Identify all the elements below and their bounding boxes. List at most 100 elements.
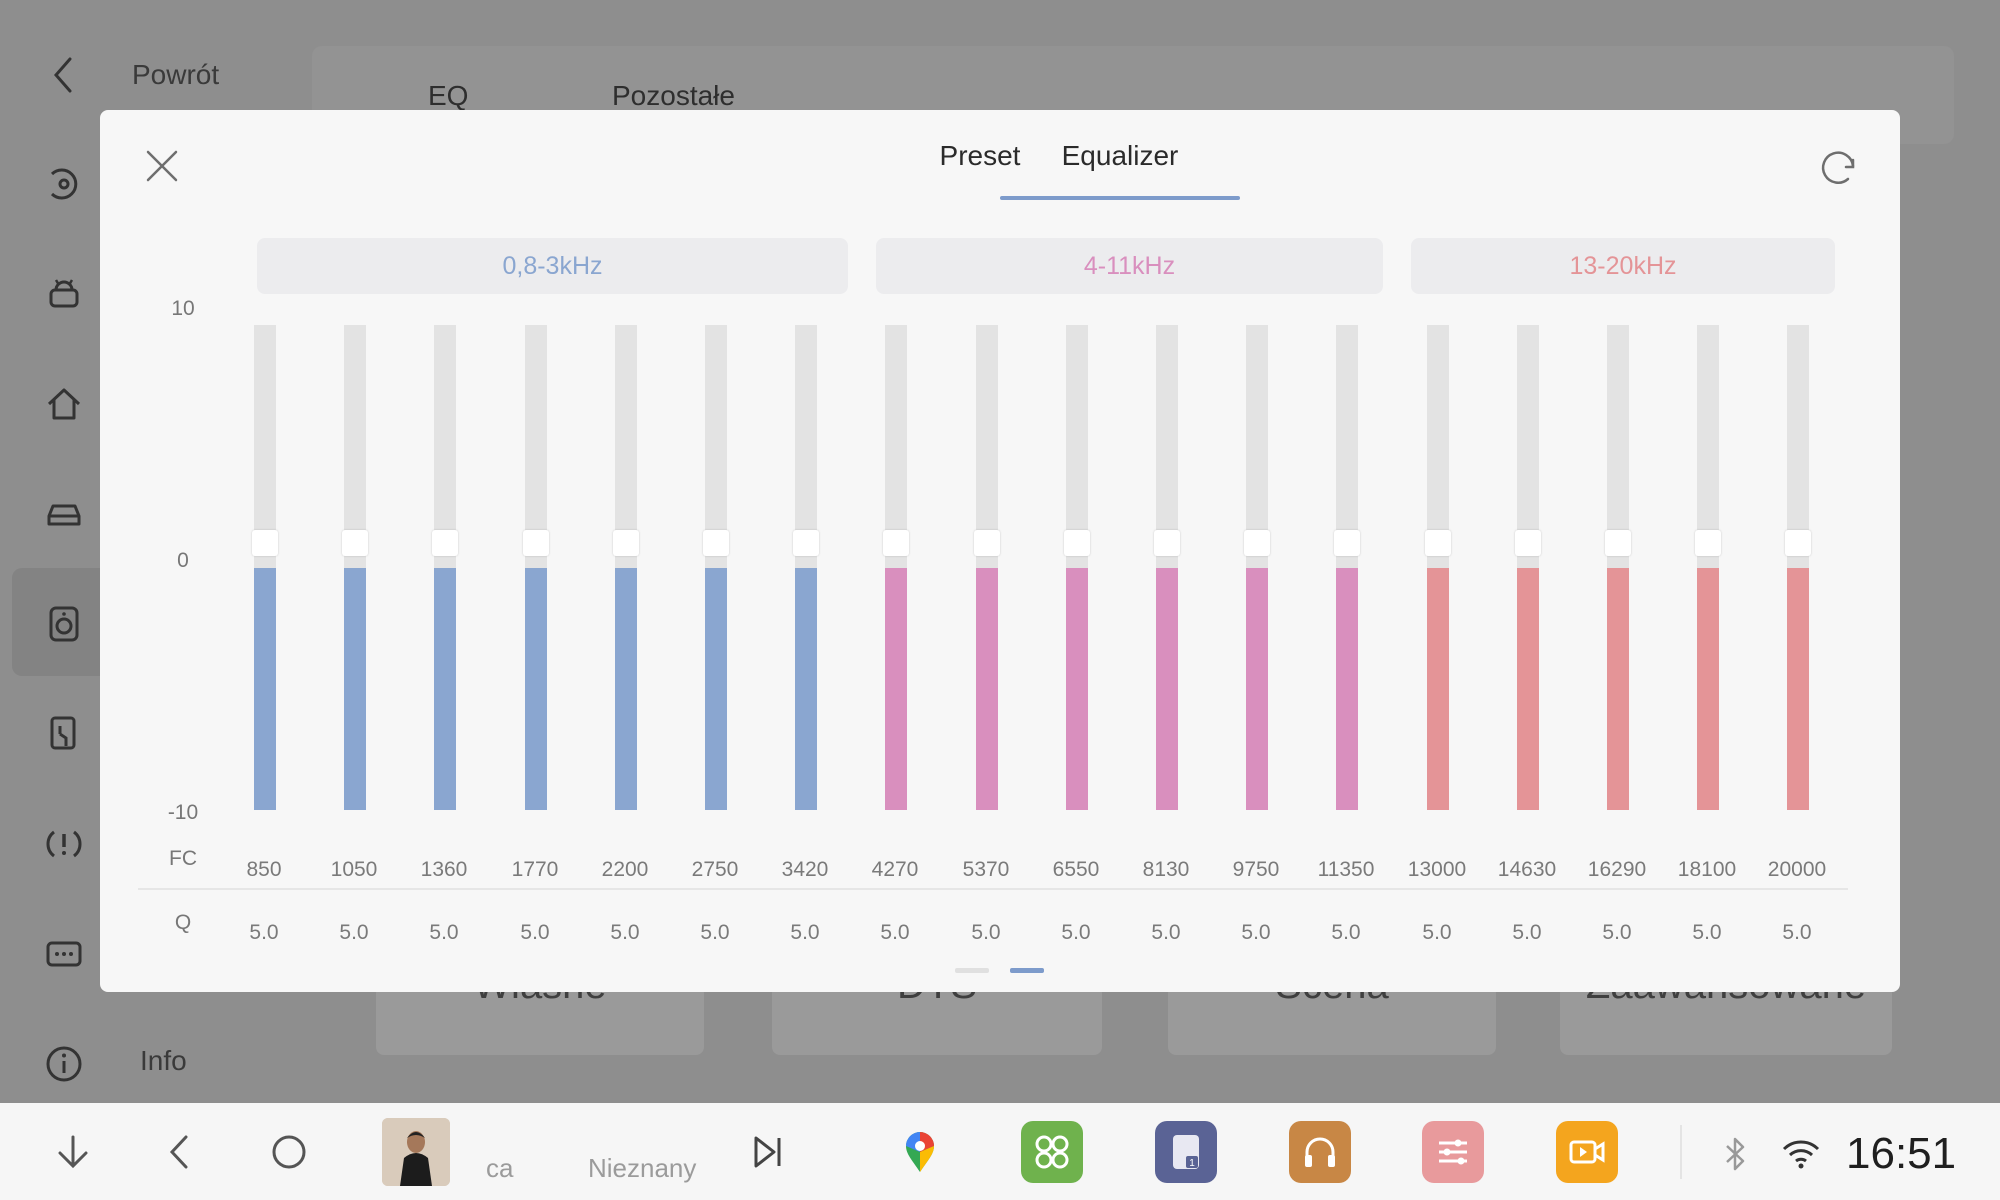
band-q-value[interactable]: 5.0: [1061, 921, 1091, 944]
band-frequency: 11350: [1317, 858, 1375, 881]
tab-other[interactable]: Pozostałe: [612, 80, 735, 111]
page-indicator-2[interactable]: [1010, 968, 1044, 973]
band-q-value[interactable]: 5.0: [339, 921, 369, 944]
slider-handle[interactable]: [703, 529, 729, 556]
android-icon: [49, 279, 79, 308]
fc-row-label: FC: [169, 847, 197, 870]
sidebar-item-android[interactable]: [36, 266, 92, 322]
tab-equalizer[interactable]: Equalizer: [1061, 140, 1179, 171]
band-q-value[interactable]: 5.0: [790, 921, 820, 944]
band-q-value[interactable]: 5.0: [520, 921, 550, 944]
slider-handle[interactable]: [1154, 529, 1180, 556]
band-q-value[interactable]: 5.0: [1422, 921, 1452, 944]
sidebar-item-warning[interactable]: [36, 816, 92, 872]
preset-card-scene[interactable]: Scena: [1168, 985, 1496, 1055]
back-label: Powrót: [132, 59, 220, 90]
collapse-button[interactable]: [48, 1127, 98, 1177]
sim-icon: 1: [1173, 1135, 1199, 1169]
apps-grid-icon[interactable]: [1021, 1121, 1083, 1183]
tab-preset[interactable]: Preset: [939, 140, 1021, 171]
album-art[interactable]: [382, 1118, 450, 1186]
more-icon: [46, 941, 82, 967]
slider-fill: [344, 567, 366, 810]
slider-fill: [254, 567, 276, 810]
sidebar-item-touch[interactable]: [36, 706, 92, 762]
bluetooth-icon[interactable]: [1714, 1133, 1756, 1175]
slider-handle[interactable]: [1785, 529, 1811, 556]
sidebar-item-info[interactable]: [36, 1036, 92, 1092]
reset-button[interactable]: [1820, 146, 1860, 186]
sidebar-info-label: Info: [140, 1045, 187, 1076]
band-q-value[interactable]: 5.0: [610, 921, 640, 944]
band-frequency: 4270: [871, 858, 919, 881]
slider-handle[interactable]: [1695, 529, 1721, 556]
wifi-icon[interactable]: [1780, 1133, 1822, 1175]
skip-next-icon: [754, 1136, 781, 1168]
sim-card-icon[interactable]: 1: [1155, 1121, 1217, 1183]
band-q-value[interactable]: 5.0: [1151, 921, 1181, 944]
slider-fill: [885, 567, 907, 810]
preset-card-custom[interactable]: Własne: [376, 985, 704, 1055]
slider-handle[interactable]: [883, 529, 909, 556]
band-q-value[interactable]: 5.0: [1602, 921, 1632, 944]
slider-handle[interactable]: [1244, 529, 1270, 556]
slider-handle[interactable]: [1334, 529, 1360, 556]
sidebar-item-home[interactable]: [36, 376, 92, 432]
close-button[interactable]: [140, 144, 184, 188]
band-q-value[interactable]: 5.0: [1512, 921, 1542, 944]
slider-handle[interactable]: [523, 529, 549, 556]
slider-handle[interactable]: [793, 529, 819, 556]
circle-home-icon: [272, 1135, 306, 1169]
slider-handle[interactable]: [432, 529, 458, 556]
band-q-value[interactable]: 5.0: [971, 921, 1001, 944]
slider-fill: [1517, 567, 1539, 810]
band-frequency: 1050: [330, 858, 378, 881]
sidebar-item-car[interactable]: [36, 486, 92, 542]
band-frequency: 850: [246, 858, 282, 881]
nav-back-button[interactable]: [155, 1127, 205, 1177]
slider-handle[interactable]: [1425, 529, 1451, 556]
video-icon[interactable]: [1556, 1121, 1618, 1183]
band-q-value[interactable]: 5.0: [700, 921, 730, 944]
music-icon[interactable]: [1289, 1121, 1351, 1183]
slider-fill: [1607, 567, 1629, 810]
axis-max-label: 10: [171, 297, 195, 320]
band-q-value[interactable]: 5.0: [249, 921, 279, 944]
page-indicator-1[interactable]: [955, 968, 989, 973]
close-icon: [146, 150, 178, 182]
band-q-value[interactable]: 5.0: [880, 921, 910, 944]
media-title: Nieznany: [588, 1153, 697, 1183]
slider-handle[interactable]: [613, 529, 639, 556]
band-q-value[interactable]: 5.0: [1692, 921, 1722, 944]
band-frequency: 9750: [1232, 858, 1280, 881]
slider-handle[interactable]: [342, 529, 368, 556]
band-q-value[interactable]: 5.0: [1331, 921, 1361, 944]
sidebar-item-radio[interactable]: [36, 156, 92, 212]
chevron-left-icon: [169, 1135, 188, 1169]
next-track-button[interactable]: [742, 1127, 792, 1177]
maps-icon[interactable]: [889, 1121, 951, 1183]
slider-handle[interactable]: [1515, 529, 1541, 556]
preset-card-advanced[interactable]: Zaawansowane: [1560, 985, 1892, 1055]
slider-handle[interactable]: [1605, 529, 1631, 556]
group-label-low: 0,8-3kHz: [257, 238, 848, 294]
nav-home-button[interactable]: [264, 1127, 314, 1177]
tab-eq[interactable]: EQ: [428, 80, 469, 111]
band-q-value[interactable]: 5.0: [429, 921, 459, 944]
slider-handle[interactable]: [252, 529, 278, 556]
sidebar-item-sound[interactable]: [36, 596, 92, 652]
media-artist: ca: [486, 1153, 514, 1183]
group-label-text: 13-20kHz: [1569, 251, 1677, 280]
band-q-value[interactable]: 5.0: [1782, 921, 1812, 944]
sliders-icon: [1439, 1139, 1467, 1165]
slider-handle[interactable]: [1064, 529, 1090, 556]
band-q-value[interactable]: 5.0: [1241, 921, 1271, 944]
sidebar-item-more[interactable]: [36, 926, 92, 982]
back-button[interactable]: Powrót: [50, 50, 310, 100]
equalizer-app-icon[interactable]: [1422, 1121, 1484, 1183]
band-frequency: 18100: [1677, 858, 1737, 881]
slider-fill: [1246, 567, 1268, 810]
preset-card-dts[interactable]: DTS: [772, 985, 1102, 1055]
slider-handle[interactable]: [974, 529, 1000, 556]
group-label-text: 0,8-3kHz: [502, 251, 603, 280]
